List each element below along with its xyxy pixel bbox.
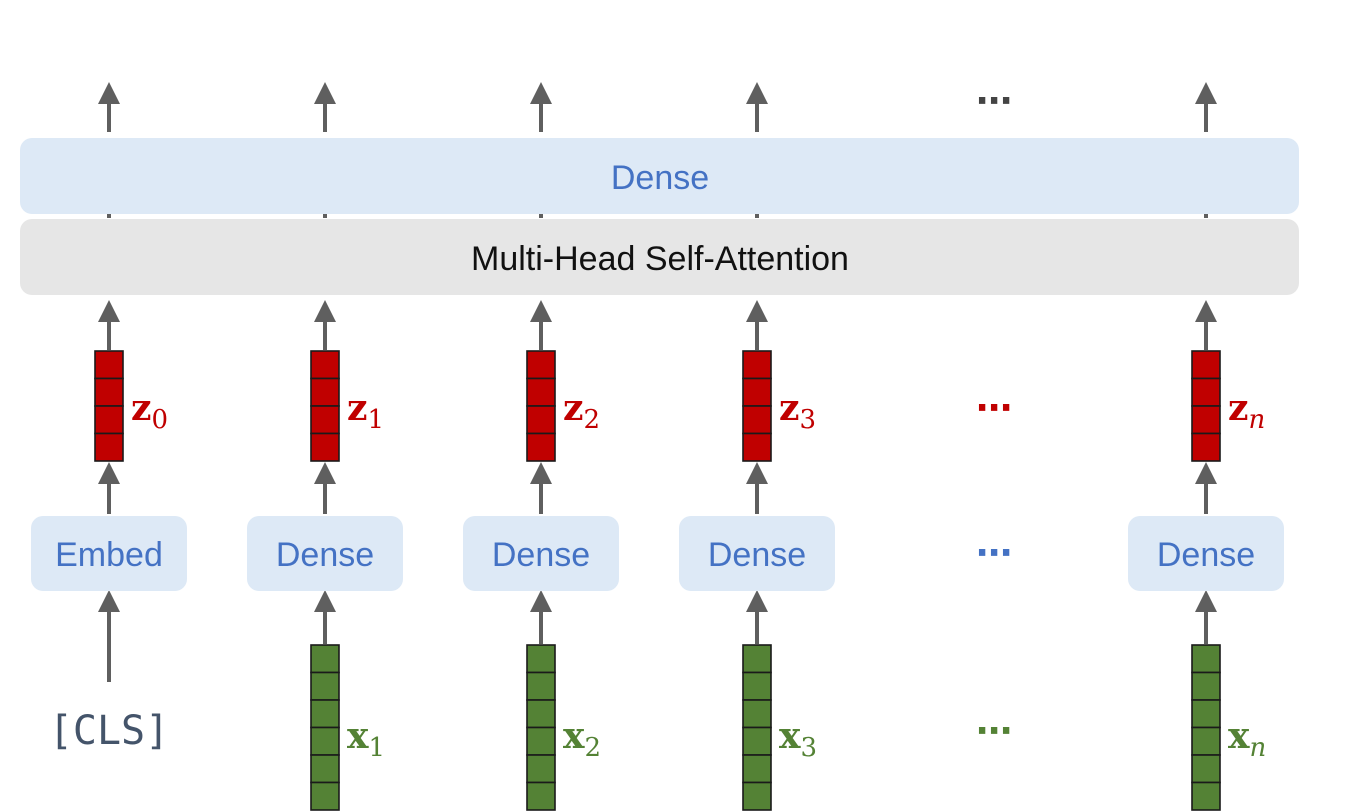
x-label-n: xn <box>1228 715 1266 763</box>
z-to-attention-arrow-2 <box>530 300 552 350</box>
z-ellipsis: ⋯ <box>976 388 1014 429</box>
column-n: zn Dense xn <box>1128 350 1284 811</box>
x-vector-2 <box>526 644 556 811</box>
output-arrow-2 <box>530 82 552 132</box>
attention-block <box>20 219 1299 295</box>
embed-block <box>31 516 187 591</box>
block-to-z-arrow-1 <box>314 462 336 514</box>
x-ellipsis: ⋯ <box>976 711 1014 752</box>
block-to-z-arrow-3 <box>746 462 768 514</box>
dense-label-1: Dense <box>276 536 374 574</box>
arrows-layer <box>98 82 1217 682</box>
output-arrow-0 <box>98 82 120 132</box>
z-vector-n <box>1191 350 1221 462</box>
output-arrow-n <box>1195 82 1217 132</box>
column-3: z3 Dense x3 <box>679 350 835 811</box>
top-ellipsis: ⋯ <box>976 81 1014 122</box>
x-label-1: x1 <box>347 715 385 763</box>
columns-layer: z0Embed[CLS]z1Densex1z2Densex2z3Densex3z… <box>31 350 1284 811</box>
dense-block-2 <box>463 516 619 591</box>
x-vector-1 <box>310 644 340 811</box>
z-label-3: z3 <box>779 387 816 435</box>
z-label-n: zn <box>1228 387 1265 435</box>
dense-label-3: Dense <box>708 536 806 574</box>
column-1: z1 Dense x1 <box>247 350 403 811</box>
dense-ellipsis: ⋯ <box>976 533 1014 574</box>
output-arrow-1 <box>314 82 336 132</box>
column-0: z0 Embed [CLS] <box>31 350 187 754</box>
z-vector-3 <box>742 350 772 462</box>
x-to-dense-arrow-2 <box>530 590 552 644</box>
x-to-dense-arrow-1 <box>314 590 336 644</box>
cls-token: [CLS] <box>49 708 169 754</box>
x-to-dense-arrow-3 <box>746 590 768 644</box>
block-to-z-arrow-n <box>1195 462 1217 514</box>
z-to-attention-arrow-3 <box>746 300 768 350</box>
block-to-z-arrow-0 <box>98 462 120 514</box>
dense-block-n <box>1128 516 1284 591</box>
z-vector-1 <box>310 350 340 462</box>
dense-label-2: Dense <box>492 536 590 574</box>
z-label-0: z0 <box>131 387 168 435</box>
dense-block-1 <box>247 516 403 591</box>
block-to-z-arrow-2 <box>530 462 552 514</box>
z-vector-2 <box>526 350 556 462</box>
top-dense-label: Dense <box>611 159 709 197</box>
output-arrow-3 <box>746 82 768 132</box>
z-to-attention-arrow-n <box>1195 300 1217 350</box>
x-vector-3 <box>742 644 772 811</box>
x-label-3: x3 <box>779 715 817 763</box>
column-2: z2 Dense x2 <box>463 350 619 811</box>
x-label-2: x2 <box>563 715 601 763</box>
z-vector-0 <box>94 350 124 462</box>
z-to-attention-arrow-0 <box>98 300 120 350</box>
dense-label-n: Dense <box>1157 536 1255 574</box>
z-label-1: z1 <box>347 387 384 435</box>
cls-to-embed-arrow <box>98 590 120 682</box>
x-vector-n <box>1191 644 1221 811</box>
z-to-attention-arrow-1 <box>314 300 336 350</box>
attention-label: Multi-Head Self-Attention <box>471 240 849 278</box>
z-label-2: z2 <box>563 387 600 435</box>
x-to-dense-arrow-n <box>1195 590 1217 644</box>
embed-label: Embed <box>55 536 163 574</box>
top-dense-block <box>20 138 1299 214</box>
dense-block-3 <box>679 516 835 591</box>
